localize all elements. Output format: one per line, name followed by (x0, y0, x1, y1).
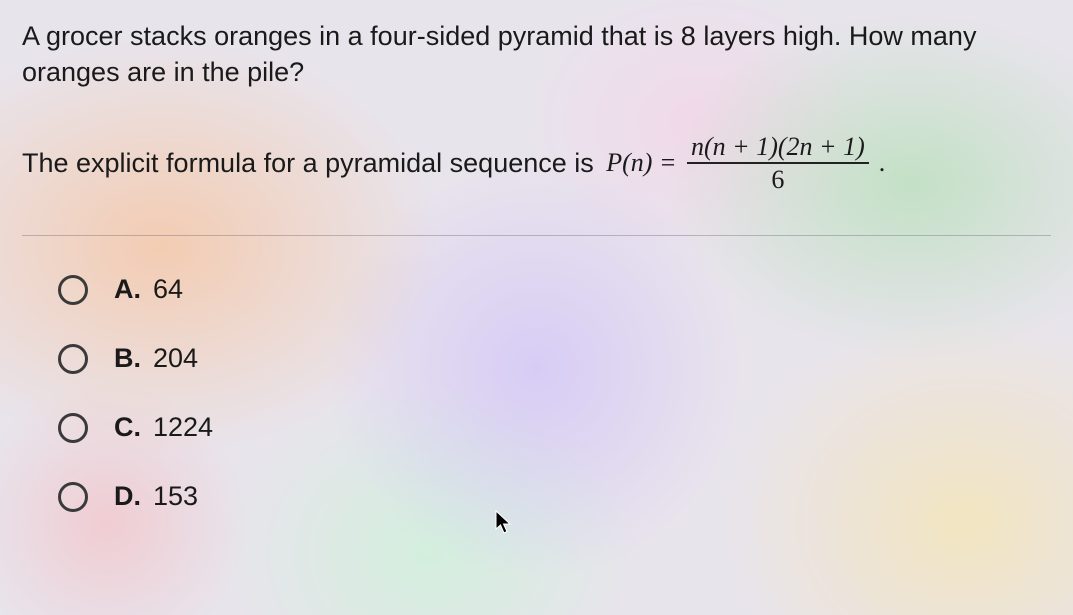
formula-math: P(n) = n(n + 1)(2n + 1) 6 . (600, 133, 885, 194)
option-letter: D. (114, 481, 141, 512)
radio-a[interactable] (58, 275, 88, 305)
option-value: 64 (153, 274, 183, 305)
option-value: 153 (153, 481, 198, 512)
option-d[interactable]: D. 153 (58, 481, 1051, 512)
formula-denominator: 6 (771, 164, 784, 193)
option-letter: A. (114, 274, 141, 305)
option-letter: B. (114, 343, 141, 374)
radio-c[interactable] (58, 413, 88, 443)
radio-b[interactable] (58, 344, 88, 374)
option-value: 204 (153, 343, 198, 374)
divider (22, 235, 1051, 236)
radio-d[interactable] (58, 482, 88, 512)
option-value: 1224 (153, 412, 213, 443)
formula-period: . (879, 148, 886, 178)
question-card: A grocer stacks oranges in a four-sided … (0, 0, 1073, 512)
formula-line: The explicit formula for a pyramidal seq… (22, 133, 1051, 194)
formula-lhs: P(n) = (606, 148, 676, 178)
cursor-icon (495, 510, 513, 536)
formula-lead: The explicit formula for a pyramidal seq… (22, 148, 594, 179)
option-letter: C. (114, 412, 141, 443)
formula-fraction: n(n + 1)(2n + 1) 6 (687, 133, 869, 194)
question-text: A grocer stacks oranges in a four-sided … (22, 18, 1051, 91)
option-c[interactable]: C. 1224 (58, 412, 1051, 443)
options-list: A. 64 B. 204 C. 1224 D. 153 (22, 274, 1051, 512)
option-b[interactable]: B. 204 (58, 343, 1051, 374)
formula-numerator: n(n + 1)(2n + 1) (687, 133, 869, 164)
option-a[interactable]: A. 64 (58, 274, 1051, 305)
